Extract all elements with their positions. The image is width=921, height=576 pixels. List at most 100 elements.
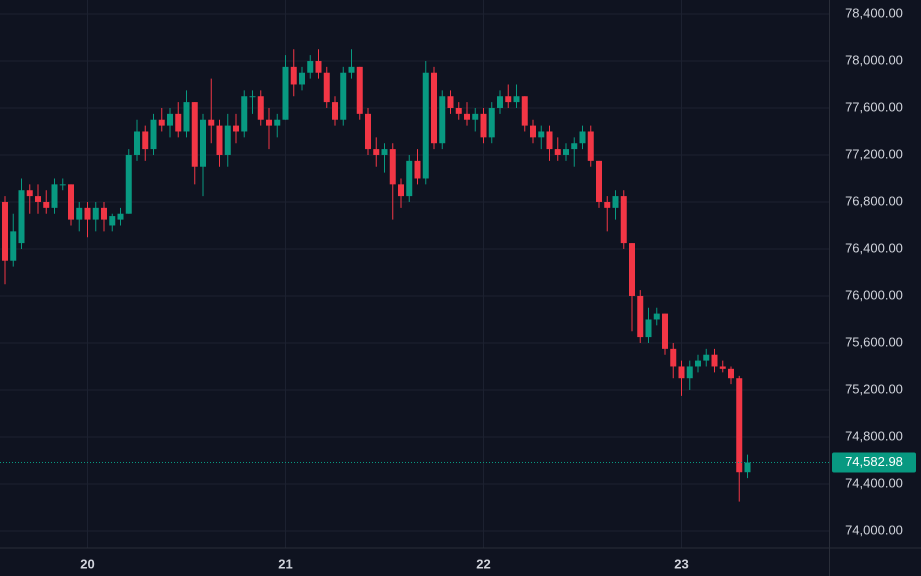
candle-body (439, 96, 446, 144)
candle-body (249, 96, 256, 98)
candle-body (282, 66, 289, 120)
candle-body (167, 113, 173, 126)
candle-body (596, 160, 602, 202)
y-tick-label: 78,000.00 (845, 52, 903, 67)
candle-body (348, 66, 355, 73)
candle-body (546, 131, 553, 150)
candle-body (224, 125, 231, 155)
candle-body (208, 119, 215, 126)
candle-body (736, 378, 743, 473)
candle-body (340, 72, 347, 120)
candle-body (84, 207, 91, 220)
candle-body (35, 196, 41, 202)
candle-body (422, 72, 429, 179)
candle-body (68, 184, 74, 220)
candle-body (365, 113, 371, 150)
candle-body (629, 243, 635, 296)
candle-body (274, 119, 281, 126)
candle-body (117, 213, 124, 220)
x-tick-label: 22 (476, 556, 490, 571)
candle-body (719, 366, 726, 369)
candle-body (571, 143, 578, 150)
candle-body (538, 131, 545, 138)
candle-body (637, 295, 644, 338)
candle-body (513, 96, 520, 103)
candle-body (488, 107, 495, 138)
candle-body (744, 462, 751, 473)
candle-body (480, 113, 487, 138)
y-tick-label: 74,000.00 (845, 522, 903, 537)
candle-body (464, 113, 470, 120)
y-tick-label: 75,600.00 (845, 334, 903, 349)
x-tick-label: 20 (80, 556, 94, 571)
candle-body (695, 360, 701, 367)
candle-body (76, 207, 83, 220)
candle-body (200, 119, 206, 167)
candle-body (530, 125, 536, 138)
candle-body (92, 207, 99, 220)
candle-body (455, 107, 462, 114)
candle-body (26, 190, 33, 197)
candle-body (662, 313, 668, 349)
candle-body (389, 149, 396, 185)
candle-body (101, 207, 107, 220)
y-tick-label: 75,200.00 (845, 381, 903, 396)
candle-body (653, 313, 660, 320)
candle-body (612, 196, 619, 208)
y-tick-label: 76,400.00 (845, 240, 903, 255)
candle-body (315, 60, 322, 73)
candle-body (554, 149, 561, 155)
candle-body (645, 319, 652, 338)
y-tick-label: 78,400.00 (845, 5, 903, 20)
candle-body (307, 60, 314, 73)
candle-body (51, 184, 58, 208)
candle-body (497, 96, 503, 108)
candle-body (587, 131, 594, 161)
candle-body (191, 102, 198, 167)
candle-body (158, 119, 165, 126)
candle-body (431, 72, 437, 144)
candle-body (150, 119, 157, 150)
candle-body (373, 149, 380, 155)
y-tick-label: 76,800.00 (845, 193, 903, 208)
candle-body (233, 125, 239, 132)
candle-body (183, 102, 190, 132)
candle-body (257, 96, 264, 120)
last-price-box (832, 452, 916, 473)
x-tick-label: 23 (674, 556, 688, 571)
candle-body (728, 368, 734, 379)
candle-body (323, 72, 330, 103)
candle-body (266, 119, 272, 126)
candle-body (398, 184, 404, 197)
candle-body (604, 201, 611, 208)
y-tick-label: 74,800.00 (845, 428, 903, 443)
candle-body (59, 184, 66, 186)
y-tick-label: 77,200.00 (845, 146, 903, 161)
x-tick-label: 21 (278, 556, 292, 571)
candle-body (290, 66, 297, 85)
candle-body (686, 366, 693, 379)
candle-body (299, 72, 305, 85)
y-tick-label: 77,600.00 (845, 99, 903, 114)
candle-body (447, 96, 454, 108)
candle-body (670, 348, 677, 367)
candle-body (134, 131, 140, 155)
candle-body (505, 96, 512, 103)
candle-body (175, 113, 182, 132)
candle-body (381, 149, 388, 155)
candle-body (142, 131, 149, 150)
last-price-label: 74,582.98 (845, 454, 903, 469)
y-tick-label: 76,000.00 (845, 287, 903, 302)
candle-body (579, 131, 586, 144)
candle-body (356, 66, 363, 114)
candle-body (10, 231, 17, 261)
candle-body (2, 201, 8, 261)
candle-body (563, 149, 569, 155)
candle-body (43, 201, 50, 208)
candle-body (406, 160, 413, 197)
candle-body (414, 160, 421, 179)
candle-body (241, 96, 248, 132)
candle-body (125, 154, 132, 214)
candle-body (332, 102, 338, 120)
